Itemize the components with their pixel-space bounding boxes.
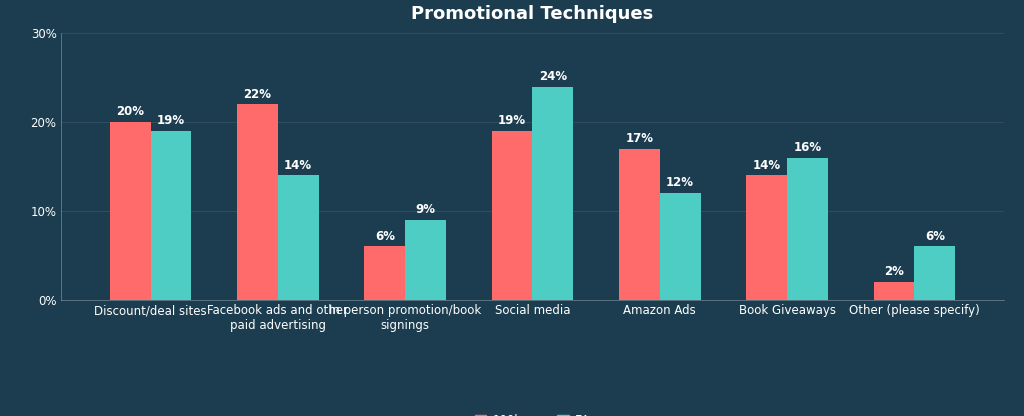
Bar — [659, 193, 700, 300]
Bar — [365, 246, 406, 300]
Bar — [532, 87, 573, 300]
Text: 17%: 17% — [626, 132, 653, 145]
Bar — [787, 158, 827, 300]
Text: 19%: 19% — [157, 114, 185, 127]
Text: 22%: 22% — [244, 88, 271, 101]
Text: 6%: 6% — [375, 230, 395, 243]
Bar — [278, 175, 318, 300]
Text: 16%: 16% — [794, 141, 821, 154]
Text: 14%: 14% — [753, 159, 780, 172]
Bar — [620, 149, 659, 300]
Text: 9%: 9% — [416, 203, 435, 216]
Text: 6%: 6% — [925, 230, 945, 243]
Legend: 100kers, EA: 100kers, EA — [470, 410, 595, 416]
Bar — [110, 122, 151, 300]
Bar — [746, 175, 787, 300]
Bar — [238, 104, 278, 300]
Text: 2%: 2% — [884, 265, 904, 278]
Text: 24%: 24% — [539, 70, 567, 83]
Bar — [492, 131, 532, 300]
Bar — [406, 220, 445, 300]
Bar — [873, 282, 914, 300]
Text: 12%: 12% — [667, 176, 694, 189]
Title: Promotional Techniques: Promotional Techniques — [412, 5, 653, 23]
Text: 14%: 14% — [285, 159, 312, 172]
Bar — [151, 131, 191, 300]
Text: 19%: 19% — [498, 114, 526, 127]
Text: 20%: 20% — [116, 106, 144, 119]
Bar — [914, 246, 955, 300]
